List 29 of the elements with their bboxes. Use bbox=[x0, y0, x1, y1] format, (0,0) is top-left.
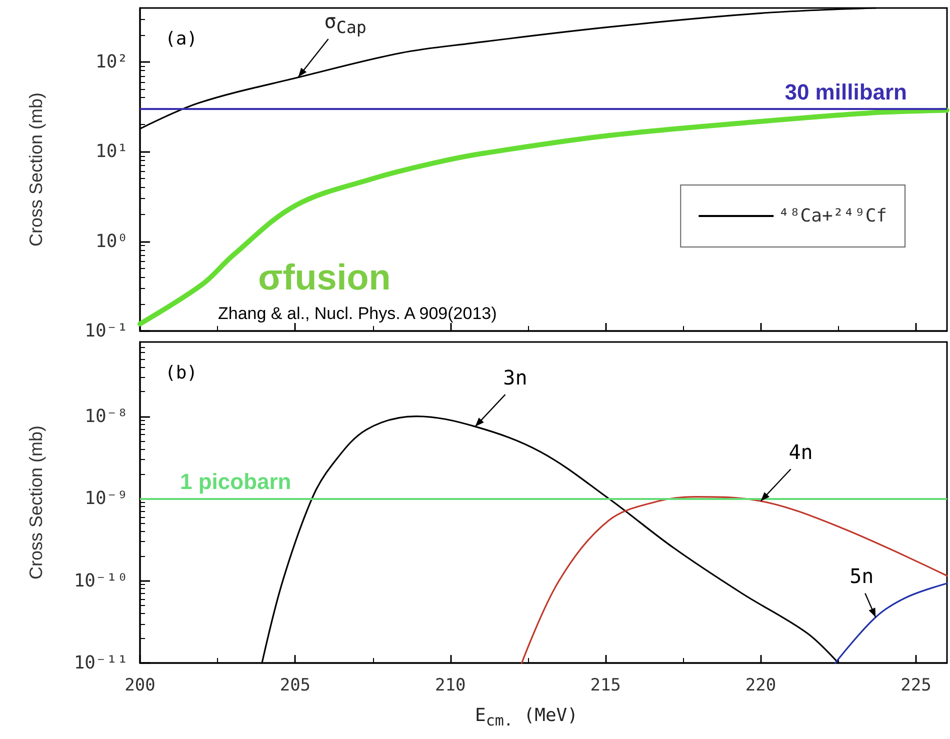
x-tick-label: 215 bbox=[590, 676, 621, 696]
ref-line-label: 30 millibarn bbox=[784, 79, 907, 104]
y-tick-label: 10⁻¹¹ bbox=[74, 652, 128, 674]
y-tick-label: 10⁻¹ bbox=[84, 320, 128, 342]
series-label: 5n bbox=[850, 564, 874, 588]
x-axis-title: E$_{cm.}$ (MeV) bbox=[475, 705, 578, 730]
annotation: Zhang & al., Nucl. Phys. A 909(2013) bbox=[218, 304, 497, 323]
y-tick-label: 10⁻¹⁰ bbox=[74, 570, 128, 592]
y-tick-label: 10⁻⁹ bbox=[84, 488, 128, 510]
annotation: σ$_{Cap}$ bbox=[324, 9, 366, 38]
x-tick-label: 220 bbox=[745, 676, 776, 696]
ref-line-label: 1 picobarn bbox=[180, 469, 292, 494]
annotation: (a) bbox=[165, 28, 198, 50]
y-tick-label: 10² bbox=[95, 51, 128, 72]
y-tick-label: 10⁰ bbox=[95, 230, 128, 252]
text: 3n bbox=[503, 366, 528, 390]
x-tick-label: 200 bbox=[124, 676, 156, 696]
y-axis-title: Cross Section (mb) bbox=[26, 425, 46, 580]
x-tick-label: 210 bbox=[435, 676, 466, 696]
x-tick-label: 205 bbox=[280, 676, 311, 696]
series-label: σfusion bbox=[258, 256, 391, 298]
x-tick-label: 225 bbox=[900, 676, 932, 696]
y-axis-title: Cross Section (mb) bbox=[26, 92, 46, 247]
line-series bbox=[834, 582, 948, 664]
y-tick-label: 10⁻⁸ bbox=[84, 406, 128, 427]
y-tick-label: 10¹ bbox=[95, 141, 128, 162]
annotation: (b) bbox=[165, 362, 198, 384]
legend-label: ⁴⁸Ca+²⁴⁹Cf bbox=[778, 206, 888, 226]
text: 4n bbox=[788, 440, 813, 464]
